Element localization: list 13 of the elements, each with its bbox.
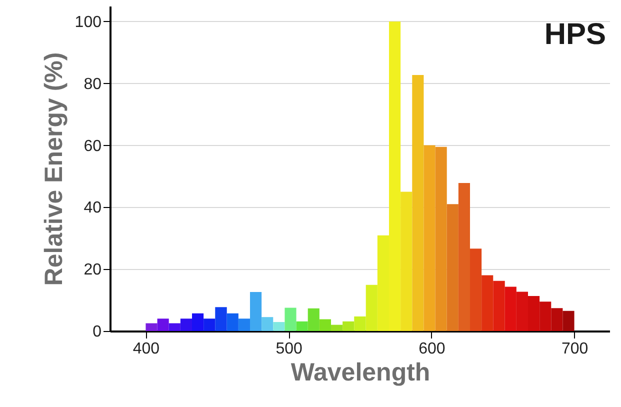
y-tick-label: 60: [84, 138, 102, 155]
x-tick-label: 500: [276, 340, 303, 358]
annotation: HPS: [544, 18, 606, 51]
x-tick-label: 600: [418, 340, 446, 358]
y-tick-label: 40: [84, 200, 102, 217]
y-axis-title: Relative Energy (%): [40, 52, 68, 286]
y-tick-label: 100: [74, 14, 102, 31]
x-tick-label: 700: [561, 340, 588, 358]
y-tick-label: 80: [84, 76, 102, 93]
y-tick-label: 0: [92, 324, 102, 340]
y-tick-label: 20: [84, 262, 102, 279]
x-tick-label: 400: [132, 340, 160, 358]
x-axis-title: Wavelength: [290, 358, 430, 386]
